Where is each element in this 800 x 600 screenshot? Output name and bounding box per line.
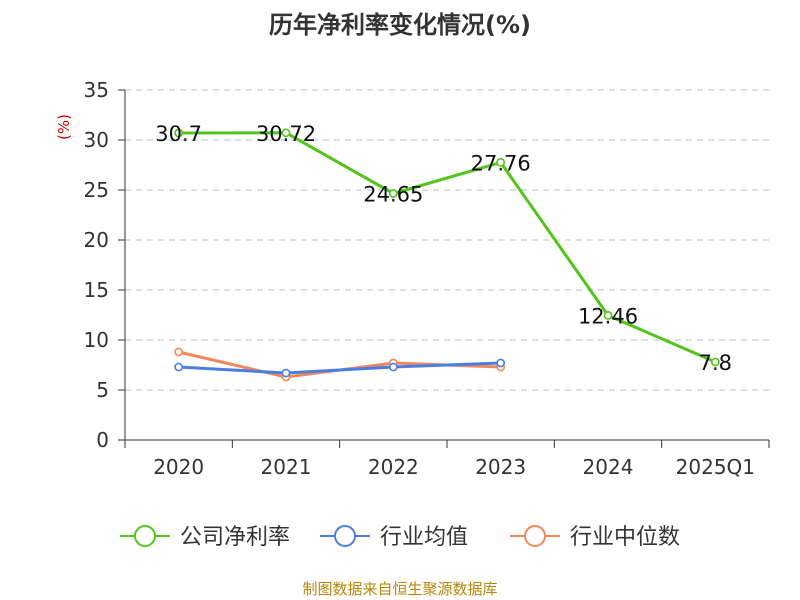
data-point (710, 357, 720, 367)
data-point (603, 310, 613, 320)
grid-lines (125, 89, 769, 391)
data-label: 24.65 (363, 183, 423, 207)
legend-marker (524, 525, 546, 547)
data-point (174, 128, 184, 138)
x-tick-label: 2025Q1 (676, 455, 755, 479)
data-point (496, 358, 506, 368)
data-label: 7.8 (699, 351, 732, 375)
data-label: 12.46 (578, 304, 638, 328)
y-tick-label: 5 (96, 378, 109, 402)
axes: 0 5 10 15 20 25 30 35 2020 2021 2022 2023 2024 2025Q1 (84, 78, 770, 479)
y-tick-label: 10 (84, 328, 109, 352)
y-axis-label: (%) (55, 114, 73, 140)
y-tick-label: 20 (84, 228, 109, 252)
series-group (174, 128, 720, 382)
y-tick-label: 15 (84, 278, 109, 302)
series-line (178, 361, 501, 375)
source-note: 制图数据来自恒生聚源数据库 (302, 580, 498, 598)
chart-title: 历年净利率变化情况(%) (269, 11, 531, 39)
legend: 公司净利率 行业均值 行业中位数 (120, 525, 680, 550)
y-tick-label: 25 (84, 178, 109, 202)
data-point (496, 157, 506, 167)
data-point (281, 128, 291, 138)
series-line (178, 131, 716, 364)
data-point (388, 362, 398, 372)
data-point (281, 368, 291, 378)
legend-label: 行业中位数 (570, 525, 680, 550)
x-tick-label: 2023 (475, 455, 526, 479)
y-tick-label: 35 (84, 78, 109, 102)
y-tick-label: 0 (96, 428, 109, 452)
legend-label: 公司净利率 (180, 525, 290, 550)
y-tick-label: 30 (84, 128, 109, 152)
legend-marker (134, 525, 156, 547)
x-tick-label: 2024 (583, 455, 634, 479)
x-tick-label: 2022 (368, 455, 419, 479)
legend-label: 行业均值 (380, 525, 468, 550)
data-point (174, 347, 184, 357)
data-point (174, 362, 184, 372)
data-point (388, 189, 398, 198)
x-tick-label: 2020 (153, 455, 204, 479)
data-label: 30.72 (256, 122, 316, 146)
data-labels: 30.7 30.72 24.65 27.76 12.46 7.8 (155, 122, 732, 375)
x-tick-label: 2021 (261, 455, 312, 479)
data-label: 30.7 (155, 122, 202, 146)
data-label: 27.76 (471, 151, 531, 175)
legend-marker (334, 525, 356, 547)
